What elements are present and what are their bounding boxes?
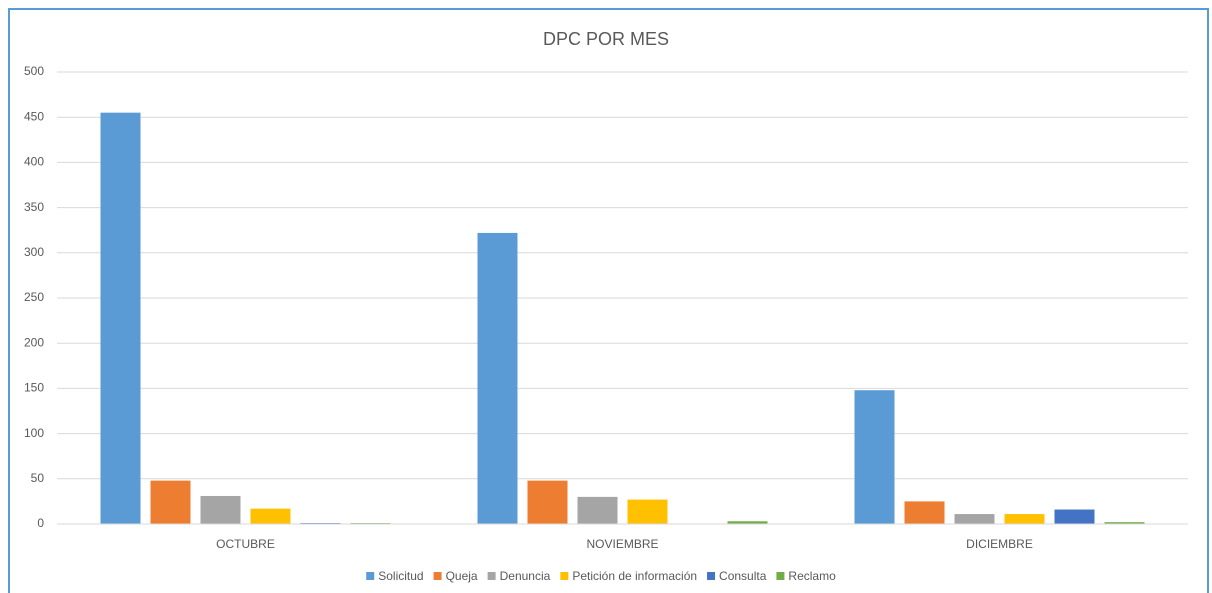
bar (477, 232, 518, 525)
y-tick-label: 300 (24, 245, 44, 259)
bar (1104, 522, 1145, 524)
legend-swatch (707, 572, 716, 580)
legend-label: Petición de información (572, 569, 697, 583)
legend-label: Reclamo (788, 569, 836, 583)
bar (954, 514, 995, 524)
x-tick-label: OCTUBRE (216, 537, 275, 551)
legend-swatch (433, 572, 442, 580)
bar (1004, 514, 1045, 524)
legend-label: Solicitud (378, 569, 423, 583)
bar (627, 499, 668, 524)
y-tick-label: 450 (24, 109, 44, 123)
bar (250, 508, 291, 524)
bar (150, 480, 191, 524)
y-tick-label: 250 (24, 290, 44, 304)
legend-label: Queja (446, 569, 478, 583)
legend-swatch (560, 572, 569, 580)
bar (200, 495, 241, 524)
bar (727, 521, 768, 524)
x-tick-label: DICIEMBRE (966, 537, 1033, 551)
y-tick-label: 50 (31, 471, 45, 485)
y-tick-label: 400 (24, 155, 44, 169)
chart-frame (8, 8, 1209, 593)
bar (854, 390, 895, 524)
y-tick-label: 100 (24, 426, 44, 440)
y-tick-label: 0 (37, 516, 44, 530)
x-tick-label: NOVIEMBRE (586, 537, 658, 551)
bar (577, 496, 618, 524)
bar (904, 501, 945, 524)
bar (1054, 509, 1095, 524)
y-tick-label: 500 (24, 64, 44, 78)
legend-swatch (776, 572, 785, 580)
legend: Solicitud Queja Denuncia Petición de inform… (366, 569, 836, 583)
legend-swatch (487, 572, 496, 580)
legend-label: Denuncia (500, 569, 551, 583)
y-tick-label: 150 (24, 381, 44, 395)
chart-title: DPC POR MES (543, 29, 669, 49)
y-tick-label: 350 (24, 200, 44, 214)
legend-swatch (366, 572, 375, 580)
bar (100, 112, 141, 525)
y-tick-label: 200 (24, 335, 44, 349)
bar (527, 480, 568, 524)
legend-label: Consulta (719, 569, 767, 583)
